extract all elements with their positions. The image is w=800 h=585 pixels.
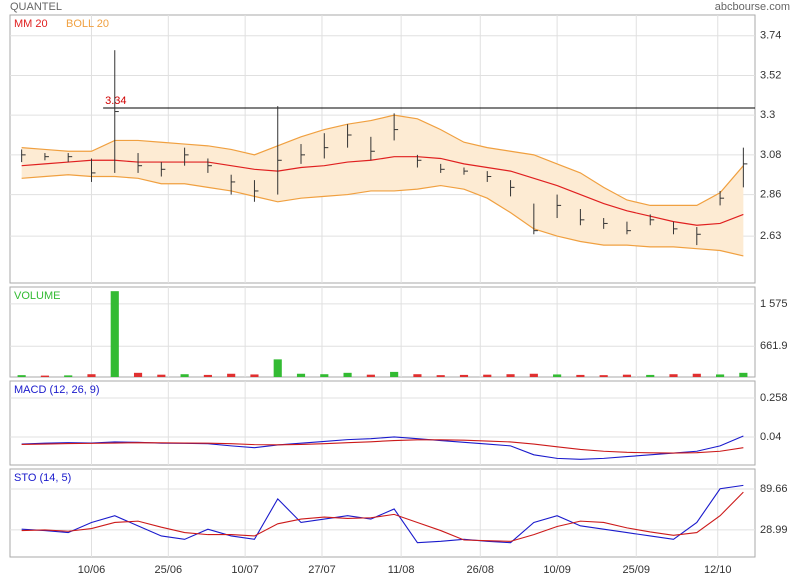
x-tick-label: 10/07 xyxy=(231,564,259,576)
volume-bar xyxy=(739,372,748,377)
volume-bar xyxy=(553,374,562,377)
volume-bar xyxy=(390,371,399,377)
indicator-line xyxy=(21,439,744,454)
volume-bar xyxy=(87,374,96,377)
volume-bar xyxy=(459,374,469,377)
legend-boll: BOLL 20 xyxy=(66,18,109,30)
y-tick-label: 0.258 xyxy=(760,392,788,404)
volume-bar xyxy=(250,374,259,377)
y-tick-label: 28.99 xyxy=(760,524,788,536)
x-tick-label: 25/06 xyxy=(155,564,183,576)
y-tick-label: 3.08 xyxy=(760,149,781,161)
y-tick-label: 3.74 xyxy=(760,30,781,42)
volume-bar xyxy=(529,373,538,377)
volume-bar xyxy=(436,375,445,377)
panel xyxy=(9,286,756,378)
volume-bar xyxy=(692,373,701,377)
volume-bar xyxy=(203,374,212,377)
volume-bar xyxy=(133,372,143,377)
boll-upper xyxy=(21,114,744,206)
y-tick-label: 2.63 xyxy=(760,230,781,242)
volume-bar xyxy=(296,373,306,377)
volume-bar xyxy=(622,374,632,377)
volume-bar xyxy=(669,374,678,377)
volume-bar xyxy=(227,373,236,377)
x-tick-label: 25/09 xyxy=(623,564,651,576)
x-tick-label: 10/09 xyxy=(543,564,571,576)
indicator-line xyxy=(21,484,744,544)
y-tick-label: 3.52 xyxy=(760,69,781,81)
y-tick-label: 3.3 xyxy=(760,109,775,121)
volume-bar xyxy=(273,359,282,377)
volume-bar xyxy=(343,372,352,377)
source: abcbourse.com xyxy=(715,1,790,13)
y-tick-label: 1 575 xyxy=(760,298,788,310)
volume-bar xyxy=(716,374,725,377)
indicator-line xyxy=(21,491,744,542)
panel xyxy=(9,468,756,558)
volume-bar xyxy=(576,374,585,377)
band-fill xyxy=(21,115,744,256)
volume-bar xyxy=(110,291,119,377)
volume-bar xyxy=(320,374,329,377)
volume-bar xyxy=(506,374,515,377)
volume-bar xyxy=(180,374,189,377)
mm-line xyxy=(21,156,744,226)
legend-mm: MM 20 xyxy=(14,18,48,30)
y-tick-label: 661.9 xyxy=(760,340,788,352)
volume-bar xyxy=(483,374,492,377)
x-tick-label: 12/10 xyxy=(704,564,732,576)
x-tick-label: 27/07 xyxy=(308,564,336,576)
volume-bar xyxy=(366,374,375,377)
panel-title: MACD (12, 26, 9) xyxy=(14,384,100,396)
x-tick-label: 26/08 xyxy=(467,564,495,576)
panel-title: VOLUME xyxy=(14,290,60,302)
panel-title: STO (14, 5) xyxy=(14,472,71,484)
volume-bar xyxy=(17,375,26,377)
volume-bar xyxy=(413,374,422,377)
x-tick-label: 11/08 xyxy=(388,564,415,576)
volume-bar xyxy=(599,375,608,377)
volume-bar xyxy=(64,375,73,377)
y-tick-label: 0.04 xyxy=(760,431,781,443)
reference-label: 3.34 xyxy=(105,95,126,107)
y-tick-label: 89.66 xyxy=(760,483,788,495)
y-tick-label: 2.86 xyxy=(760,188,781,200)
volume-bar xyxy=(40,375,49,377)
volume-bar xyxy=(157,374,166,377)
stock-name: QUANTEL xyxy=(10,1,62,13)
x-tick-label: 10/06 xyxy=(78,564,106,576)
panel xyxy=(9,380,756,466)
boll-lower xyxy=(21,174,744,257)
volume-bar xyxy=(646,374,655,377)
